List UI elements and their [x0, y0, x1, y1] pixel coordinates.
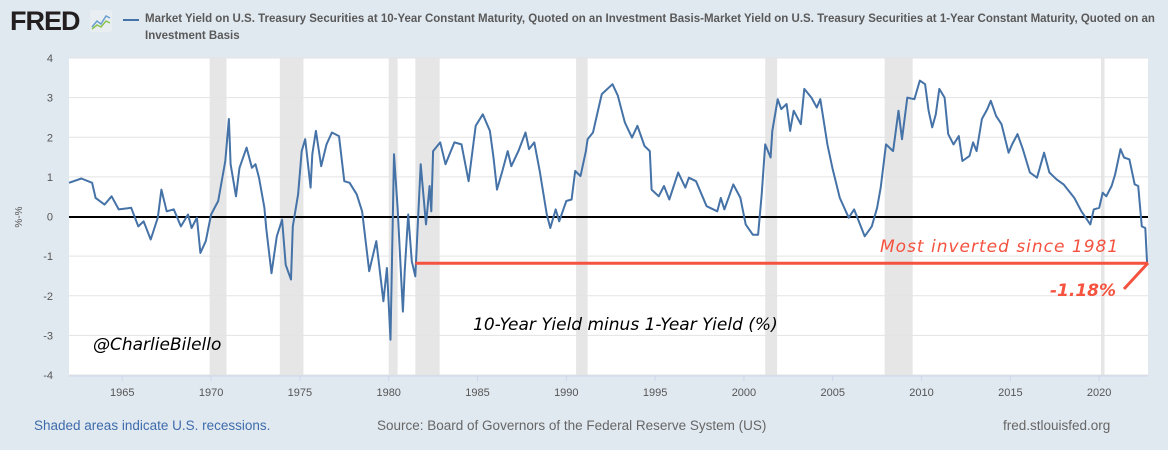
legend-swatch	[123, 19, 139, 21]
source-text: Source: Board of Governors of the Federa…	[377, 418, 767, 433]
x-tick-label: 1995	[643, 387, 667, 399]
y-tick-label: -2	[43, 291, 53, 303]
x-tick-label: 2010	[909, 387, 933, 399]
x-tick-label: 2005	[820, 387, 844, 399]
x-tick-label: 2020	[1087, 387, 1111, 399]
legend-text: Market Yield on U.S. Treasury Securities…	[145, 13, 1155, 42]
recession-note-link[interactable]: Shaded areas indicate U.S. recessions.	[34, 418, 271, 433]
y-tick-labels: 4 3 2 1 0 -1 -2 -3 -4	[43, 53, 53, 382]
y-tick-label: 4	[47, 53, 53, 65]
x-tick-label: 1990	[554, 387, 578, 399]
line-chart-icon	[90, 10, 112, 32]
series-legend: Market Yield on U.S. Treasury Securities…	[123, 11, 1168, 45]
fred-logo[interactable]: FRED	[10, 6, 80, 36]
series-line	[68, 79, 1149, 341]
x-tick-label: 1985	[465, 387, 489, 399]
y-tick-label: 0	[47, 212, 53, 224]
site-link[interactable]: fred.stlouisfed.org	[1003, 418, 1111, 433]
chart-caption-annotation: 10-Year Yield minus 1-Year Yield (%)	[473, 315, 778, 335]
callout-pointer	[1122, 261, 1150, 291]
x-tick-label: 1970	[199, 387, 223, 399]
most-inverted-annotation: Most inverted since 1981	[880, 237, 1119, 257]
x-tick-label: 1975	[288, 387, 312, 399]
latest-value-annotation: -1.18%	[1050, 281, 1116, 301]
x-tick-label: 2015	[998, 387, 1022, 399]
y-axis-label: %-%	[14, 206, 25, 227]
y-tick-label: 2	[47, 132, 53, 144]
x-tick-label: 1980	[376, 387, 400, 399]
x-tick-label: 1965	[110, 387, 134, 399]
y-tick-label: -1	[43, 251, 53, 263]
y-tick-label: 3	[47, 93, 53, 105]
grid	[69, 57, 1148, 377]
x-tick-labels: 1965 1970 1975 1980 1985 1990 1995 2000 2005 2010…	[110, 376, 1111, 399]
author-handle: @CharlieBilello	[93, 335, 221, 355]
x-tick-label: 2000	[732, 387, 756, 399]
y-tick-label: -3	[43, 330, 53, 342]
y-tick-label: -4	[43, 370, 53, 382]
y-tick-label: 1	[47, 172, 53, 184]
